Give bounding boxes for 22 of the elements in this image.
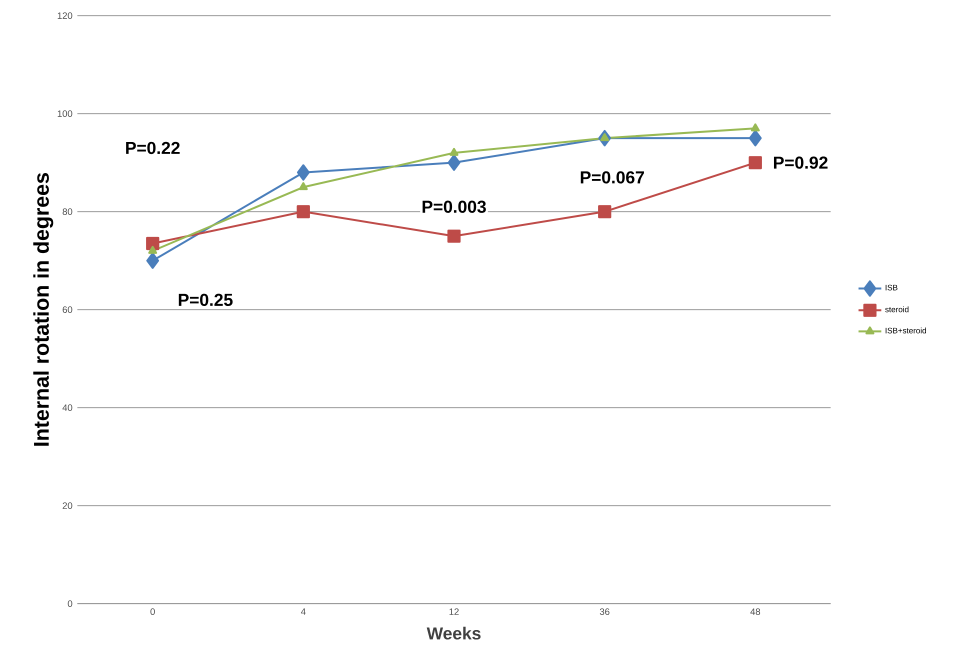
y-tick-label: 0 xyxy=(68,600,72,607)
annotation: P=0.25 xyxy=(178,294,233,306)
x-tick-label: 12 xyxy=(450,608,459,615)
y-axis-title: Internal rotation in degrees xyxy=(33,173,54,446)
y-tick-label: 120 xyxy=(58,12,72,19)
annotation: P=0.22 xyxy=(126,142,180,154)
y-tick-label: 100 xyxy=(58,110,72,117)
legend-label: ISB+steroid xyxy=(886,328,926,334)
y-tick-label: 40 xyxy=(62,404,72,411)
x-tick-label: 0 xyxy=(150,608,155,615)
annotation: P=0.003 xyxy=(422,200,486,213)
legend-label: ISB xyxy=(886,284,898,290)
x-tick-label: 4 xyxy=(300,608,306,615)
y-tick-label: 80 xyxy=(62,208,72,215)
annotation: P=0.067 xyxy=(580,171,644,184)
annotation: P=0.92 xyxy=(774,156,828,169)
x-tick-label: 48 xyxy=(750,608,760,615)
x-tick-label: 36 xyxy=(600,608,610,615)
legend-label: steroid xyxy=(885,306,908,312)
y-tick-label: 60 xyxy=(62,306,72,313)
y-tick-label: 20 xyxy=(62,502,72,509)
x-axis-title: Weeks xyxy=(426,626,481,640)
